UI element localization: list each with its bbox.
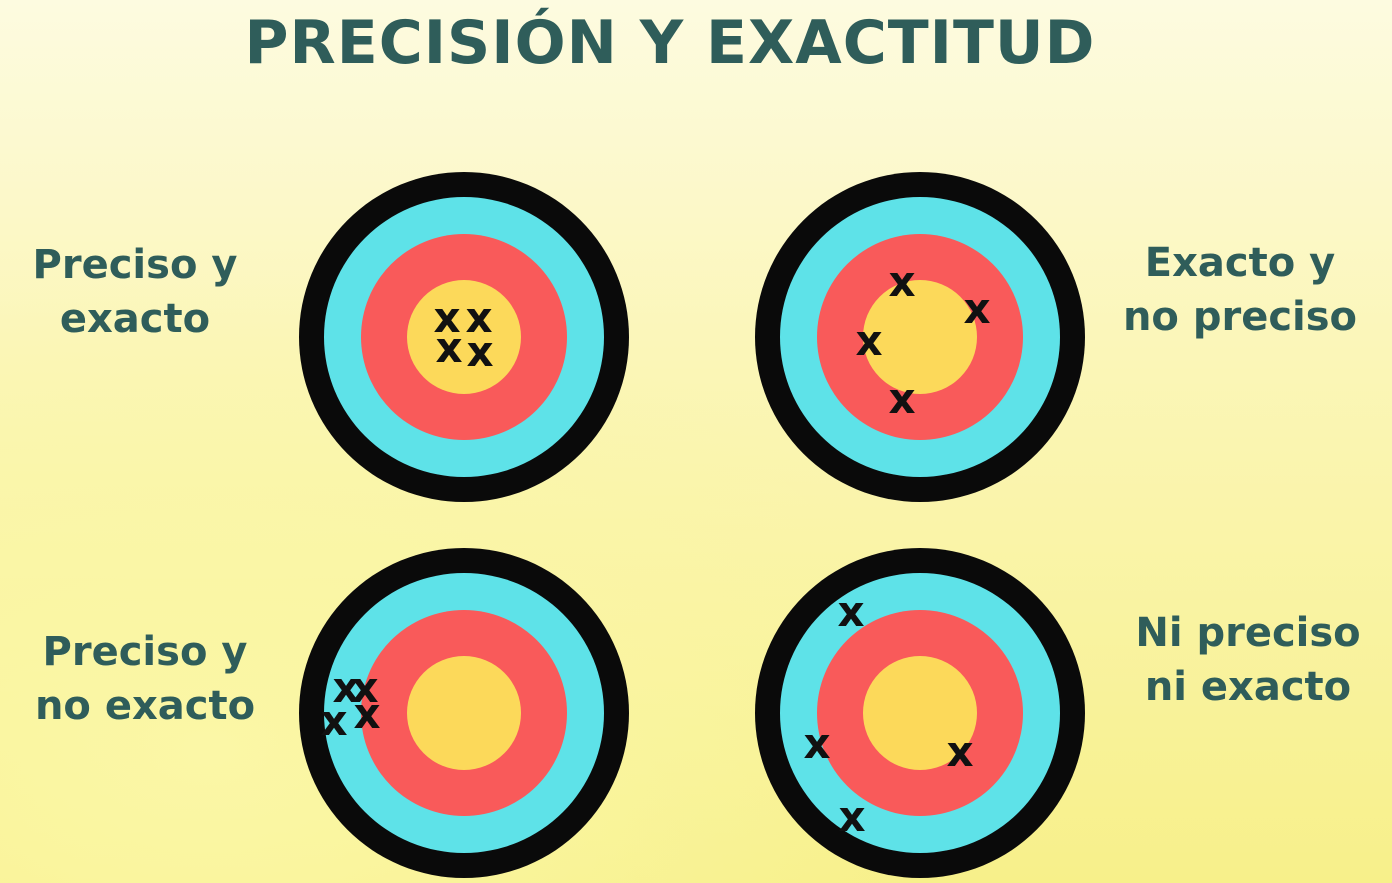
label-line-2: no exacto [34, 683, 256, 729]
label-line-1: Exacto y [1144, 240, 1336, 286]
target-exacto-y-no-preciso: x x x x [755, 172, 1085, 502]
label-line-2: exacto [59, 296, 211, 342]
hit-mark: x [353, 689, 380, 738]
hit-mark: x [320, 696, 347, 745]
label-preciso-y-no-exacto: Preciso y no exacto [10, 625, 280, 733]
target-ni-preciso-ni-exacto: x x x x [755, 548, 1085, 878]
hit-mark: x [466, 327, 493, 376]
hit-mark: x [433, 293, 460, 342]
label-line-2: no preciso [1122, 294, 1358, 340]
hit-mark: x [332, 663, 359, 712]
ring-center [863, 656, 977, 770]
label-line-1: Ni preciso [1135, 610, 1361, 656]
label-exacto-y-no-preciso: Exacto y no preciso [1105, 236, 1375, 344]
hit-mark: x [837, 587, 864, 636]
target-preciso-y-no-exacto: x x x x [299, 548, 629, 878]
hit-mark: x [963, 284, 990, 333]
ring-center [863, 280, 977, 394]
label-line-2: ni exacto [1144, 664, 1352, 710]
hit-mark: x [855, 316, 882, 365]
ring-center [407, 656, 521, 770]
label-preciso-y-exacto: Preciso y exacto [20, 238, 250, 346]
hit-mark: x [946, 727, 973, 776]
target-preciso-y-exacto: x x x x [299, 172, 629, 502]
hit-mark: x [435, 323, 462, 372]
hit-mark: x [351, 663, 378, 712]
label-line-1: Preciso y [42, 629, 248, 675]
hit-mark: x [838, 792, 865, 841]
page-title: PRECISIÓN Y EXACTITUD [244, 8, 1096, 78]
ring-center [407, 280, 521, 394]
hit-mark: x [465, 293, 492, 342]
label-ni-preciso-ni-exacto: Ni preciso ni exacto [1118, 606, 1378, 714]
hit-mark: x [803, 719, 830, 768]
label-line-1: Preciso y [32, 242, 238, 288]
hit-mark: x [888, 374, 915, 423]
hit-mark: x [888, 257, 915, 306]
